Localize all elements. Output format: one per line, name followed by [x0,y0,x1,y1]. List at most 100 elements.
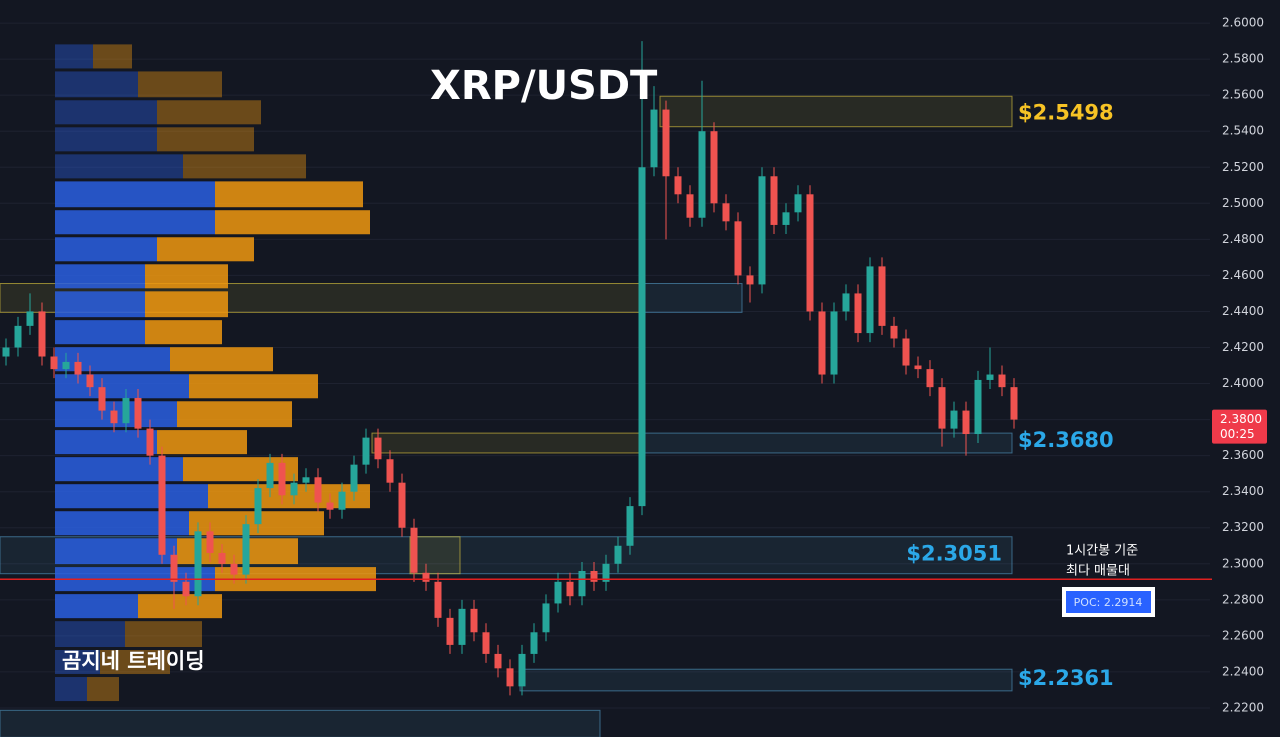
profile-buy-bar [55,264,145,289]
profile-sell-bar [157,100,261,125]
candle-body [674,176,682,195]
candle-body [734,221,742,276]
profile-buy-bar [55,594,138,619]
y-tick-label: 2.5600 [1222,88,1264,102]
profile-sell-bar [177,401,292,428]
y-tick-label: 2.3200 [1222,520,1264,534]
poc-label: POC: 2.2914 [1074,596,1143,609]
candle-body [374,437,382,460]
candle-body [638,167,646,507]
profile-sell-bar [157,237,254,262]
y-tick-label: 2.5800 [1222,52,1264,66]
profile-buy-bar [55,237,157,262]
candle-body [794,194,802,213]
y-tick-label: 2.5200 [1222,160,1264,174]
candle-body [686,194,694,218]
candle-body [554,581,562,604]
candle-body [878,266,886,326]
profile-sell-bar [208,484,370,509]
profile-buy-bar [55,320,145,345]
y-tick-label: 2.2200 [1222,700,1264,714]
profile-buy-bar [55,538,177,565]
candle-body [62,361,70,370]
candle-body [494,653,502,669]
zone [639,283,743,313]
y-tick-label: 2.4000 [1222,376,1264,390]
candle-body [206,531,214,553]
candle-body [398,482,406,528]
profile-buy-bar [55,100,157,125]
poc-box [1066,591,1151,613]
candle-body [326,502,334,510]
countdown-label: 00:25 [1220,427,1255,441]
profile-sell-bar [183,154,306,179]
candle-body [914,365,922,370]
candle-body [2,347,10,357]
y-tick-label: 2.6000 [1222,16,1264,30]
candle-body [98,387,106,411]
profile-buy-bar [55,210,215,235]
candle-body [998,374,1006,388]
candle-body [182,581,190,597]
candle-body [938,387,946,429]
y-tick-label: 2.5000 [1222,196,1264,210]
candle-body [710,131,718,204]
candle-body [806,194,814,312]
profile-buy-bar [55,484,208,509]
zone [0,709,601,737]
candle-body [614,545,622,564]
candle-body [266,462,274,489]
watermark: 곰지네 트레이딩 [62,649,205,673]
profile-sell-bar [145,320,222,345]
profile-buy-bar [55,677,87,702]
candle-body [146,428,154,456]
profile-buy-bar [55,650,100,675]
profile-sell-bar [93,44,132,69]
candle-body [602,563,610,582]
candle-body [26,311,34,326]
candle-body [158,455,166,555]
profile-sell-bar [87,677,119,702]
candle-body [230,563,238,575]
zone [371,432,641,454]
zone [639,432,1013,454]
candle-body [854,293,862,334]
candle-body [278,462,286,496]
profile-sell-bar [170,347,273,372]
candle-body [662,109,670,177]
y-tick-label: 2.4200 [1222,340,1264,354]
candle-body [458,608,466,645]
candle-body [314,477,322,503]
candle-body [194,531,202,597]
zone [409,536,461,575]
y-tick-label: 2.3400 [1222,484,1264,498]
candle-body [1010,387,1018,420]
candle-body [650,109,658,168]
candle-body [698,131,706,218]
zone [519,668,1013,692]
candle-body [422,572,430,582]
candle-body [758,176,766,285]
y-tick-label: 2.2400 [1222,664,1264,678]
candle-body [38,311,46,357]
level-label: $2.3680 [1018,428,1114,452]
profile-sell-bar [100,650,170,675]
profile-buy-bar [55,44,93,69]
candle-body [530,632,538,654]
profile-buy-bar [55,154,183,179]
candle-body [338,491,346,510]
profile-sell-bar [138,594,222,619]
candle-body [446,617,454,645]
candle-body [434,581,442,618]
y-tick-label: 2.3000 [1222,556,1264,570]
candle-body [866,266,874,334]
profile-sell-bar [157,430,247,455]
candle-body [566,581,574,597]
candle-body [254,488,262,525]
last-price-label: 2.3800 [1220,412,1262,426]
candle-body [770,176,778,225]
profile-sell-bar [215,181,363,208]
y-tick-label: 2.3600 [1222,448,1264,462]
poc-note: 1시간봉 기준 [1066,544,1138,559]
